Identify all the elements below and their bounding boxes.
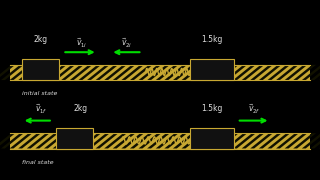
Polygon shape: [310, 65, 320, 80]
Polygon shape: [216, 65, 239, 80]
Polygon shape: [130, 65, 153, 80]
Bar: [10, 133, 310, 148]
Polygon shape: [96, 65, 118, 80]
Polygon shape: [10, 133, 33, 148]
Polygon shape: [121, 133, 144, 148]
Polygon shape: [156, 65, 179, 80]
Polygon shape: [104, 65, 127, 80]
Polygon shape: [70, 133, 93, 148]
Polygon shape: [250, 133, 273, 148]
Polygon shape: [18, 65, 41, 80]
Polygon shape: [113, 65, 136, 80]
Polygon shape: [190, 65, 213, 80]
Text: initial state: initial state: [22, 91, 58, 96]
Polygon shape: [207, 65, 230, 80]
Polygon shape: [104, 133, 127, 148]
Polygon shape: [44, 133, 67, 148]
Polygon shape: [27, 133, 50, 148]
Polygon shape: [61, 65, 84, 80]
Polygon shape: [121, 65, 144, 80]
Polygon shape: [242, 133, 265, 148]
Polygon shape: [1, 133, 24, 148]
Text: 1.5kg: 1.5kg: [201, 104, 222, 113]
Polygon shape: [259, 65, 282, 80]
Polygon shape: [87, 65, 110, 80]
Bar: [190, 128, 234, 148]
Polygon shape: [199, 133, 221, 148]
Polygon shape: [207, 133, 230, 148]
Text: $\vec{v}_{2f}$: $\vec{v}_{2f}$: [248, 102, 261, 116]
Polygon shape: [242, 65, 265, 80]
Polygon shape: [310, 133, 320, 148]
Polygon shape: [78, 133, 101, 148]
Text: 1.5kg: 1.5kg: [201, 35, 222, 44]
Polygon shape: [173, 65, 196, 80]
Polygon shape: [181, 133, 204, 148]
Bar: [10, 65, 310, 80]
Polygon shape: [139, 133, 161, 148]
Polygon shape: [268, 65, 290, 80]
Polygon shape: [139, 65, 161, 80]
Polygon shape: [70, 65, 93, 80]
Polygon shape: [52, 133, 76, 148]
Polygon shape: [27, 65, 50, 80]
Text: $\vec{v}_{1i}$: $\vec{v}_{1i}$: [76, 37, 87, 50]
Polygon shape: [0, 133, 15, 148]
Bar: [22, 59, 59, 80]
Polygon shape: [293, 133, 316, 148]
Polygon shape: [10, 65, 33, 80]
Polygon shape: [284, 133, 308, 148]
Polygon shape: [0, 65, 15, 80]
Text: $\vec{v}_{1f}$: $\vec{v}_{1f}$: [35, 102, 47, 116]
Text: final state: final state: [22, 160, 54, 165]
Text: $\vec{v}_{2i}$: $\vec{v}_{2i}$: [121, 37, 132, 50]
Polygon shape: [130, 133, 153, 148]
Polygon shape: [1, 65, 24, 80]
Polygon shape: [233, 133, 256, 148]
Polygon shape: [319, 133, 320, 148]
Polygon shape: [224, 65, 247, 80]
Polygon shape: [250, 65, 273, 80]
Bar: [190, 59, 234, 80]
Polygon shape: [113, 133, 136, 148]
Polygon shape: [156, 133, 179, 148]
Polygon shape: [284, 65, 308, 80]
Polygon shape: [78, 65, 101, 80]
Polygon shape: [164, 65, 187, 80]
Polygon shape: [181, 65, 204, 80]
Polygon shape: [224, 133, 247, 148]
Polygon shape: [164, 133, 187, 148]
Polygon shape: [36, 65, 58, 80]
Polygon shape: [87, 133, 110, 148]
Polygon shape: [147, 133, 170, 148]
Polygon shape: [199, 65, 221, 80]
Polygon shape: [259, 133, 282, 148]
Polygon shape: [302, 65, 320, 80]
Bar: [56, 128, 93, 148]
Polygon shape: [276, 65, 299, 80]
Polygon shape: [96, 133, 118, 148]
Polygon shape: [233, 65, 256, 80]
Polygon shape: [268, 133, 290, 148]
Polygon shape: [302, 133, 320, 148]
Polygon shape: [52, 65, 76, 80]
Polygon shape: [18, 133, 41, 148]
Polygon shape: [276, 133, 299, 148]
Polygon shape: [173, 133, 196, 148]
Text: 2kg: 2kg: [34, 35, 48, 44]
Polygon shape: [61, 133, 84, 148]
Polygon shape: [216, 133, 239, 148]
Polygon shape: [44, 65, 67, 80]
Polygon shape: [293, 65, 316, 80]
Polygon shape: [147, 65, 170, 80]
Polygon shape: [190, 133, 213, 148]
Polygon shape: [36, 133, 58, 148]
Polygon shape: [319, 65, 320, 80]
Text: 2kg: 2kg: [74, 104, 88, 113]
